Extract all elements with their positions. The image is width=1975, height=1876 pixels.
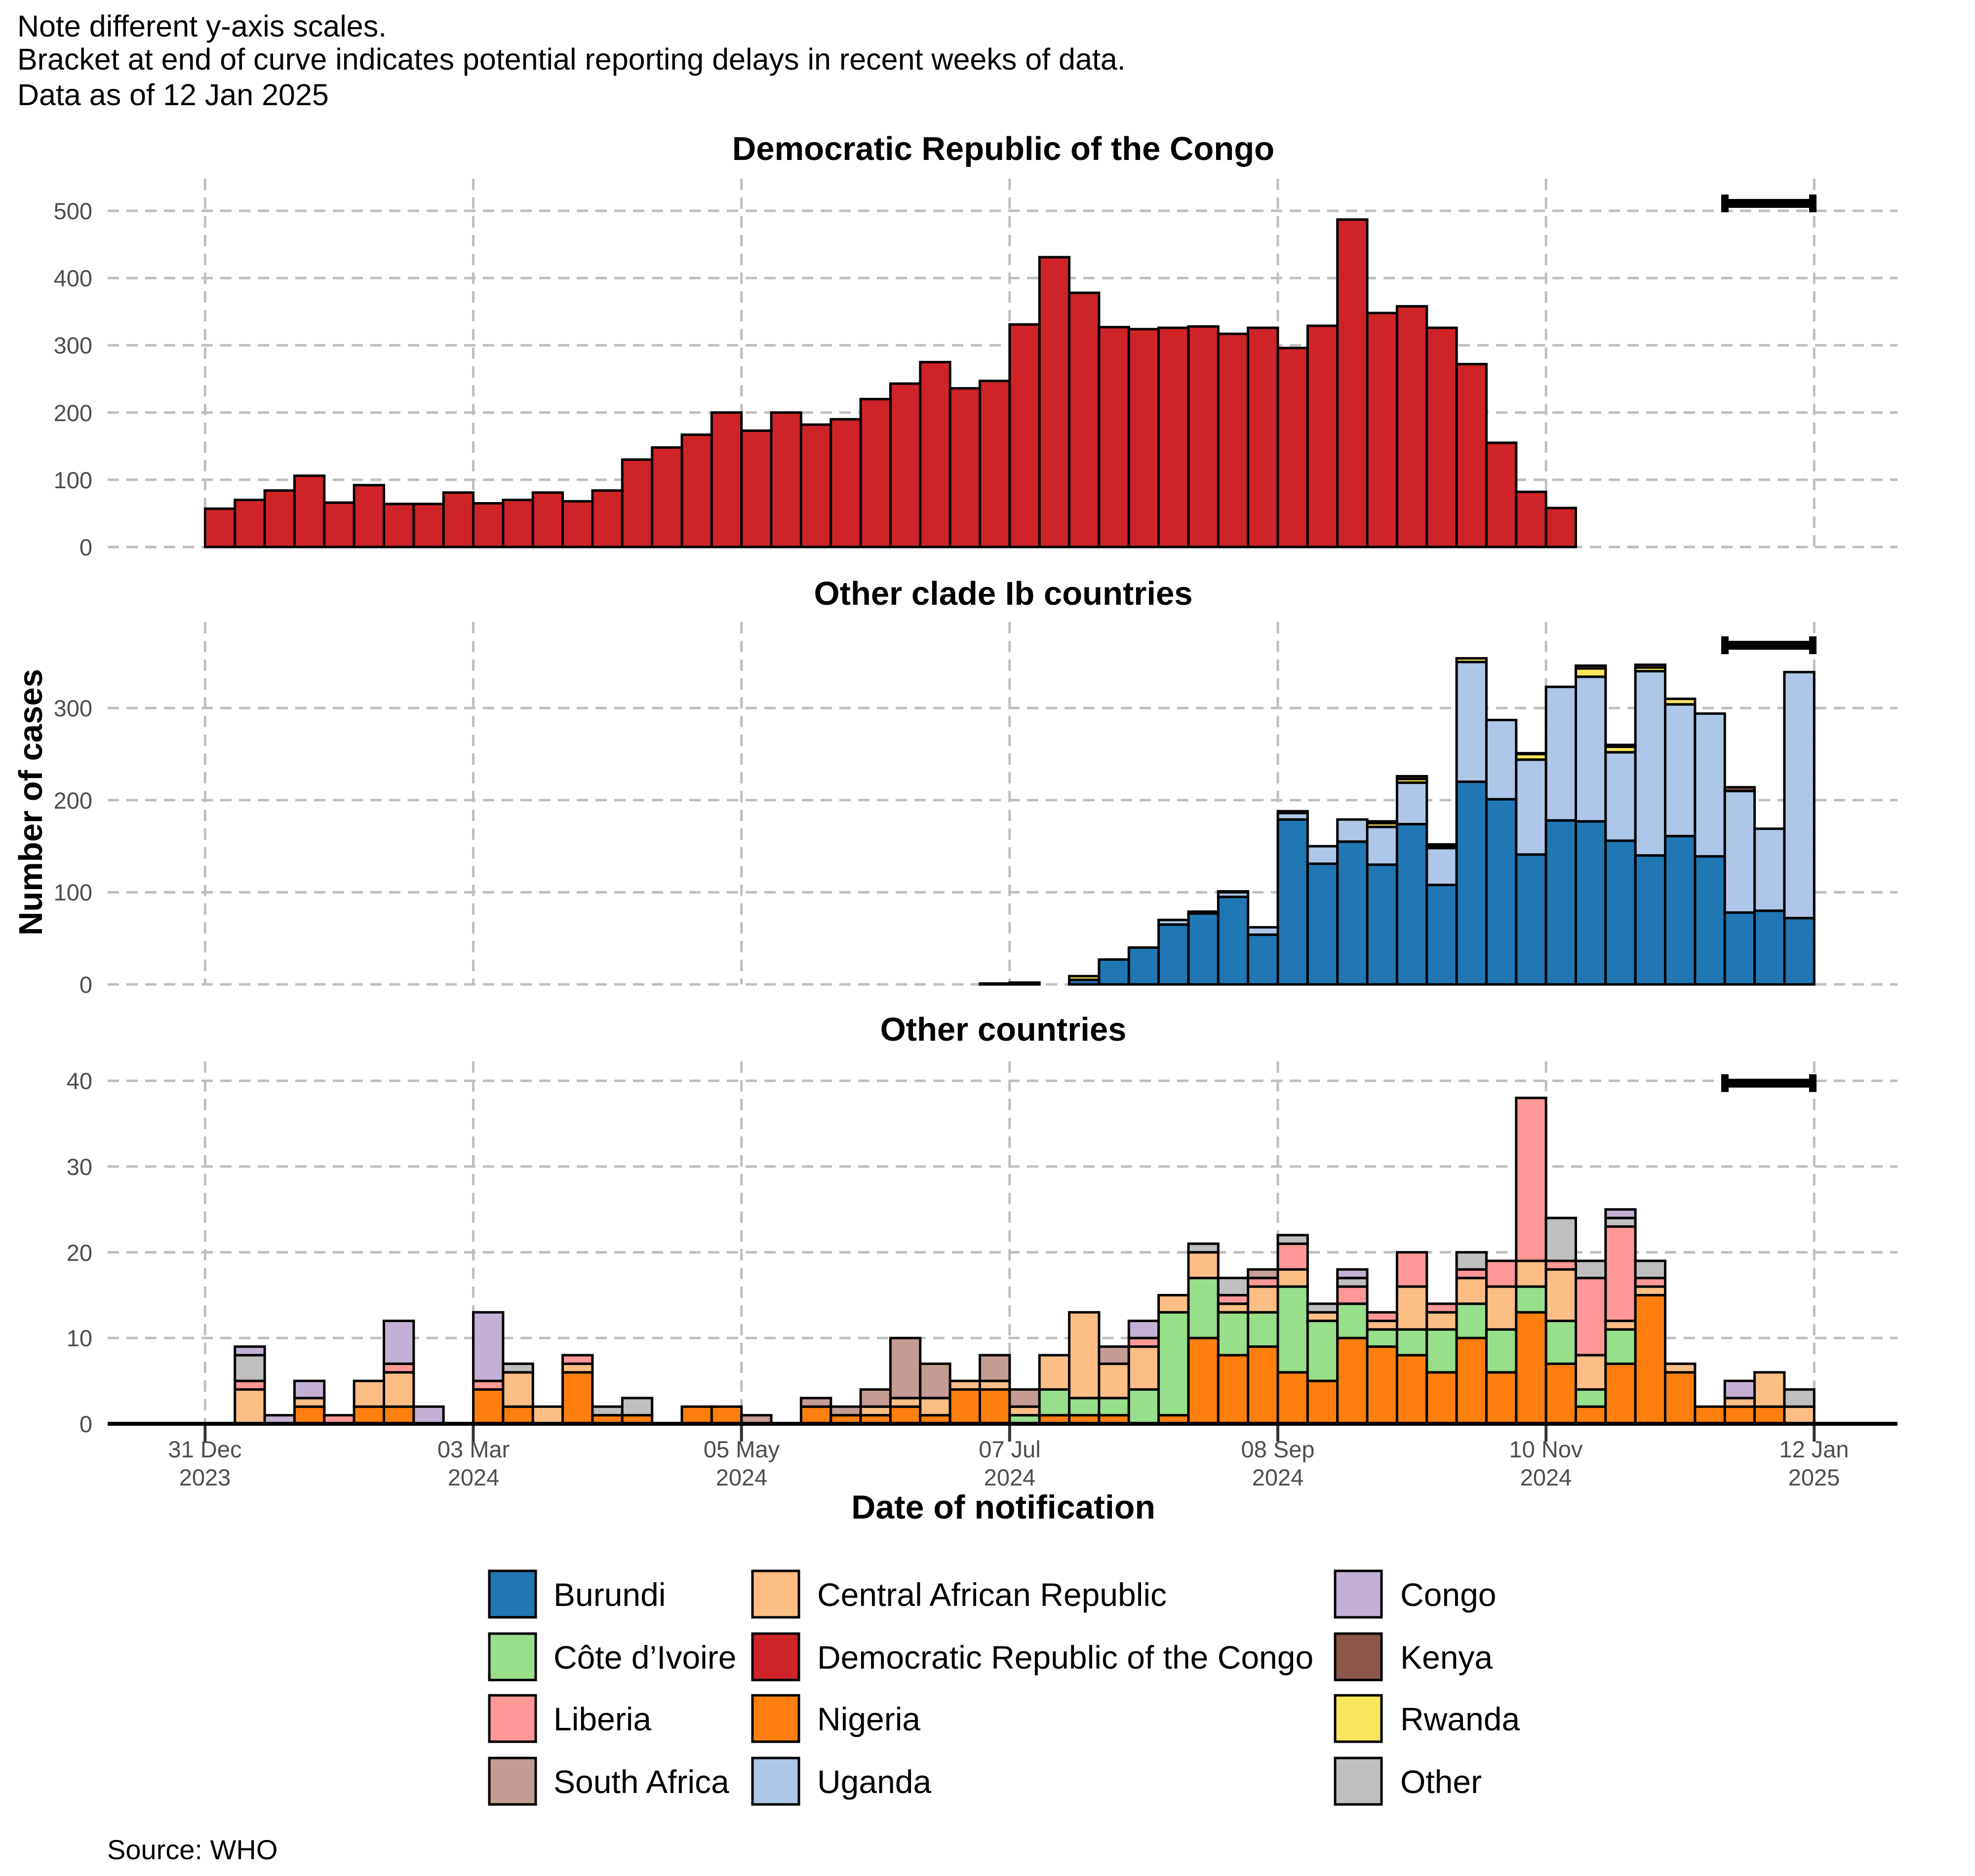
svg-text:500: 500 — [54, 198, 92, 224]
svg-text:Other: Other — [1400, 1763, 1482, 1800]
svg-text:0: 0 — [79, 1411, 92, 1437]
svg-text:30: 30 — [67, 1154, 92, 1180]
svg-text:Note different y-axis scales.: Note different y-axis scales. — [17, 9, 387, 43]
svg-text:Other countries: Other countries — [880, 1011, 1127, 1048]
svg-text:0: 0 — [79, 534, 92, 560]
svg-text:Nigeria: Nigeria — [817, 1701, 920, 1737]
svg-text:2023: 2023 — [179, 1464, 231, 1490]
svg-text:2025: 2025 — [1788, 1464, 1840, 1490]
svg-text:40: 40 — [67, 1068, 92, 1094]
svg-text:2024: 2024 — [716, 1464, 768, 1490]
svg-text:100: 100 — [54, 879, 92, 905]
svg-text:2024: 2024 — [448, 1464, 500, 1490]
svg-text:31 Dec: 31 Dec — [168, 1436, 242, 1462]
svg-text:Liberia: Liberia — [553, 1701, 651, 1737]
svg-text:Bracket at end of curve indica: Bracket at end of curve indicates potent… — [17, 42, 1126, 76]
svg-text:Number of cases: Number of cases — [12, 669, 49, 936]
svg-text:Date of notification: Date of notification — [851, 1488, 1155, 1526]
svg-text:200: 200 — [54, 400, 92, 426]
svg-text:100: 100 — [54, 467, 92, 493]
svg-text:Côte d’Ivoire: Côte d’Ivoire — [553, 1639, 737, 1676]
svg-text:400: 400 — [54, 265, 92, 291]
svg-text:Kenya: Kenya — [1400, 1639, 1493, 1676]
svg-text:03 Mar: 03 Mar — [437, 1436, 510, 1462]
svg-text:Source: WHO: Source: WHO — [107, 1834, 277, 1865]
svg-text:Rwanda: Rwanda — [1400, 1701, 1520, 1737]
svg-text:South Africa: South Africa — [553, 1763, 729, 1800]
svg-text:20: 20 — [67, 1240, 92, 1266]
svg-text:2024: 2024 — [1520, 1464, 1572, 1490]
svg-text:Uganda: Uganda — [817, 1763, 931, 1800]
svg-text:300: 300 — [54, 332, 92, 358]
svg-text:10 Nov: 10 Nov — [1509, 1436, 1583, 1462]
svg-text:05 May: 05 May — [704, 1436, 780, 1462]
svg-text:Democratic Republic of the Con: Democratic Republic of the Congo — [817, 1639, 1313, 1676]
svg-text:200: 200 — [54, 787, 92, 814]
svg-text:07 Jul: 07 Jul — [979, 1436, 1040, 1462]
svg-text:2024: 2024 — [1252, 1464, 1304, 1490]
svg-text:Burundi: Burundi — [553, 1576, 666, 1613]
svg-text:12 Jan: 12 Jan — [1779, 1436, 1849, 1462]
svg-text:Congo: Congo — [1400, 1576, 1497, 1613]
svg-text:10: 10 — [67, 1325, 92, 1351]
svg-text:2024: 2024 — [984, 1464, 1036, 1490]
svg-text:Data as of 12 Jan 2025: Data as of 12 Jan 2025 — [17, 78, 329, 112]
svg-text:Central African Republic: Central African Republic — [817, 1576, 1167, 1613]
svg-text:Other clade Ib countries: Other clade Ib countries — [814, 575, 1193, 612]
svg-text:0: 0 — [79, 972, 92, 998]
svg-text:08 Sep: 08 Sep — [1241, 1436, 1315, 1462]
svg-text:Democratic Republic of the Con: Democratic Republic of the Congo — [732, 130, 1274, 167]
svg-text:300: 300 — [54, 695, 92, 721]
